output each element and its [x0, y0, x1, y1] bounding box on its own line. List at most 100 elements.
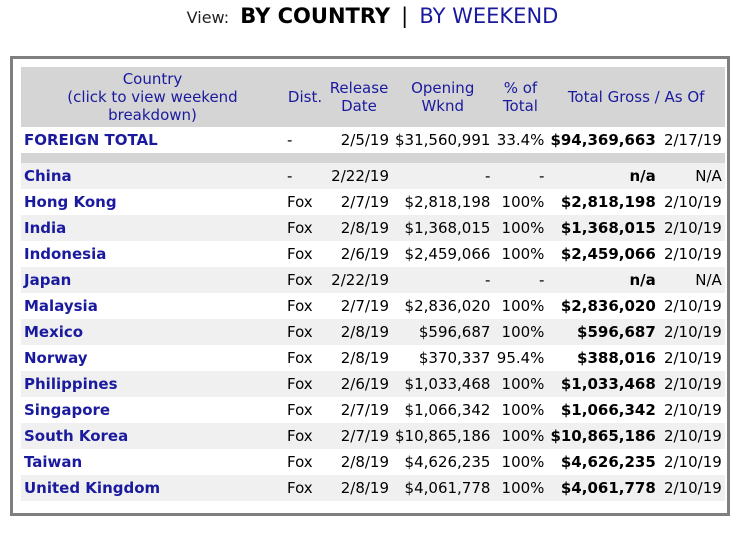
view-by-weekend-link[interactable]: BY WEEKEND — [419, 4, 559, 28]
opening-wknd-cell: $596,687 — [392, 319, 494, 345]
foreign-total-label: FOREIGN TOTAL — [21, 127, 284, 153]
dist-cell: Fox — [287, 453, 313, 471]
foreign-total-gross: $94,369,663 — [550, 131, 656, 149]
country-cell: Hong Kong — [21, 189, 284, 215]
pct-total-cell: 100% — [501, 297, 545, 315]
dist-cell: Fox — [287, 401, 313, 419]
table-row: United Kingdom Fox 2/8/19 $4,061,778 100% $4,… — [21, 475, 725, 501]
view-separator: | — [401, 4, 409, 28]
table-row: South Korea Fox 2/7/19 $10,865,186 100% $10,8… — [21, 423, 725, 449]
country-cell: United Kingdom — [21, 475, 284, 501]
table-row: Taiwan Fox 2/8/19 $4,626,235 100% $4,626,235 2… — [21, 449, 725, 475]
header-release-line1: Release — [329, 79, 389, 97]
dist-cell: Fox — [284, 319, 326, 345]
country-cell: Taiwan — [21, 449, 284, 475]
pct-total-cell: 100% — [501, 453, 545, 471]
dist-cell: Fox — [284, 475, 326, 501]
dist-cell: Fox — [287, 193, 313, 211]
release-date-cell: 2/22/19 — [326, 163, 392, 189]
table-row: Singapore Fox 2/7/19 $1,066,342 100% $1,066,3… — [21, 397, 725, 423]
country-link[interactable]: Norway — [24, 349, 88, 367]
release-date-cell: 2/8/19 — [326, 475, 392, 501]
release-date-cell: 2/7/19 — [340, 193, 389, 211]
foreign-total-asof: 2/17/19 — [663, 131, 722, 149]
table-row: India Fox 2/8/19 $1,368,015 100% $1,368,015 2/… — [21, 215, 725, 241]
country-cell: China — [21, 163, 284, 189]
table-row: Indonesia Fox 2/6/19 $2,459,066 100% $2,459,0… — [21, 241, 725, 267]
country-link[interactable]: Taiwan — [24, 453, 83, 471]
release-date-cell: 2/8/19 — [326, 319, 392, 345]
view-label: View: — [186, 8, 230, 27]
release-date-cell: 2/7/19 — [326, 423, 392, 449]
dist-cell: Fox — [284, 371, 326, 397]
total-gross-cell: $4,626,235 — [560, 453, 656, 471]
country-link[interactable]: Mexico — [24, 323, 84, 341]
country-cell: Malaysia — [21, 293, 284, 319]
release-date-cell: 2/8/19 — [340, 349, 389, 367]
view-switcher: View: BY COUNTRY | BY WEEKEND — [0, 4, 745, 28]
total-gross-cell: $4,061,778 — [547, 475, 659, 501]
country-link[interactable]: Japan — [24, 271, 72, 289]
header-opening-line1: Opening — [411, 79, 475, 97]
release-date-cell: 2/6/19 — [326, 371, 392, 397]
table-row: Hong Kong Fox 2/7/19 $2,818,198 100% $2,818,1… — [21, 189, 725, 215]
opening-wknd-cell: - — [392, 163, 494, 189]
total-gross-cell: n/a — [547, 267, 659, 293]
foreign-total-row: FOREIGN TOTAL - 2/5/19 $31,560,991 33.4%… — [21, 127, 725, 153]
country-link[interactable]: Malaysia — [24, 297, 98, 315]
as-of-cell: 2/10/19 — [658, 371, 725, 397]
release-date-cell: 2/8/19 — [326, 215, 392, 241]
header-opening-line2: Wknd — [421, 97, 464, 115]
dist-cell: Fox — [284, 215, 326, 241]
total-gross-cell: $2,836,020 — [560, 297, 656, 315]
opening-wknd-cell: $1,368,015 — [392, 215, 494, 241]
total-gross-cell: $388,016 — [577, 349, 656, 367]
release-date-cell: 2/7/19 — [340, 401, 389, 419]
country-link[interactable]: Hong Kong — [24, 193, 117, 211]
opening-wknd-cell: $4,061,778 — [392, 475, 494, 501]
as-of-cell: 2/10/19 — [663, 193, 722, 211]
foreign-total-release: 2/5/19 — [340, 131, 389, 149]
country-link[interactable]: India — [24, 219, 67, 237]
country-link[interactable]: Philippines — [24, 375, 118, 393]
country-cell: Norway — [21, 345, 284, 371]
country-cell: Indonesia — [21, 241, 284, 267]
total-gross-cell: $2,818,198 — [560, 193, 656, 211]
pct-total-cell: 100% — [493, 475, 548, 501]
as-of-cell: N/A — [658, 163, 725, 189]
country-link[interactable]: China — [24, 167, 72, 185]
opening-wknd-cell: - — [392, 267, 494, 293]
foreign-box-office-table: Country (click to view weekend breakdown… — [21, 67, 725, 501]
pct-total-cell: 100% — [501, 193, 545, 211]
header-dist: Dist. — [284, 67, 326, 127]
opening-wknd-cell: $2,459,066 — [404, 245, 491, 263]
total-gross-cell: $1,368,015 — [547, 215, 659, 241]
total-gross-cell: $2,459,066 — [560, 245, 656, 263]
as-of-cell: 2/10/19 — [658, 215, 725, 241]
release-date-cell: 2/7/19 — [340, 297, 389, 315]
country-link[interactable]: United Kingdom — [24, 479, 161, 497]
opening-wknd-cell: $2,818,198 — [404, 193, 491, 211]
table-row: Mexico Fox 2/8/19 $596,687 100% $596,687 2/10/… — [21, 319, 725, 345]
header-total-gross-as-of: Total Gross / As Of — [547, 67, 725, 127]
country-cell: India — [21, 215, 284, 241]
header-pct-line2: Total — [502, 97, 538, 115]
table-row: Malaysia Fox 2/7/19 $2,836,020 100% $2,836,02… — [21, 293, 725, 319]
pct-total-cell: 95.4% — [496, 349, 545, 367]
country-link[interactable]: Indonesia — [24, 245, 107, 263]
total-gross-cell: n/a — [547, 163, 659, 189]
header-country-hint: (click to view weekend breakdown) — [67, 88, 238, 124]
opening-wknd-cell: $2,836,020 — [404, 297, 491, 315]
foreign-total-text: FOREIGN TOTAL — [24, 131, 158, 149]
as-of-cell: 2/10/19 — [663, 245, 722, 263]
header-opening-wknd: Opening Wknd — [392, 67, 494, 127]
dist-cell: Fox — [287, 297, 313, 315]
foreign-total-dist: - — [287, 131, 293, 149]
table-divider — [21, 153, 725, 163]
as-of-cell: 2/10/19 — [658, 423, 725, 449]
total-gross-cell: $10,865,186 — [547, 423, 659, 449]
dist-cell: Fox — [287, 245, 313, 263]
pct-total-cell: 100% — [493, 371, 548, 397]
country-link[interactable]: Singapore — [24, 401, 111, 419]
country-link[interactable]: South Korea — [24, 427, 129, 445]
